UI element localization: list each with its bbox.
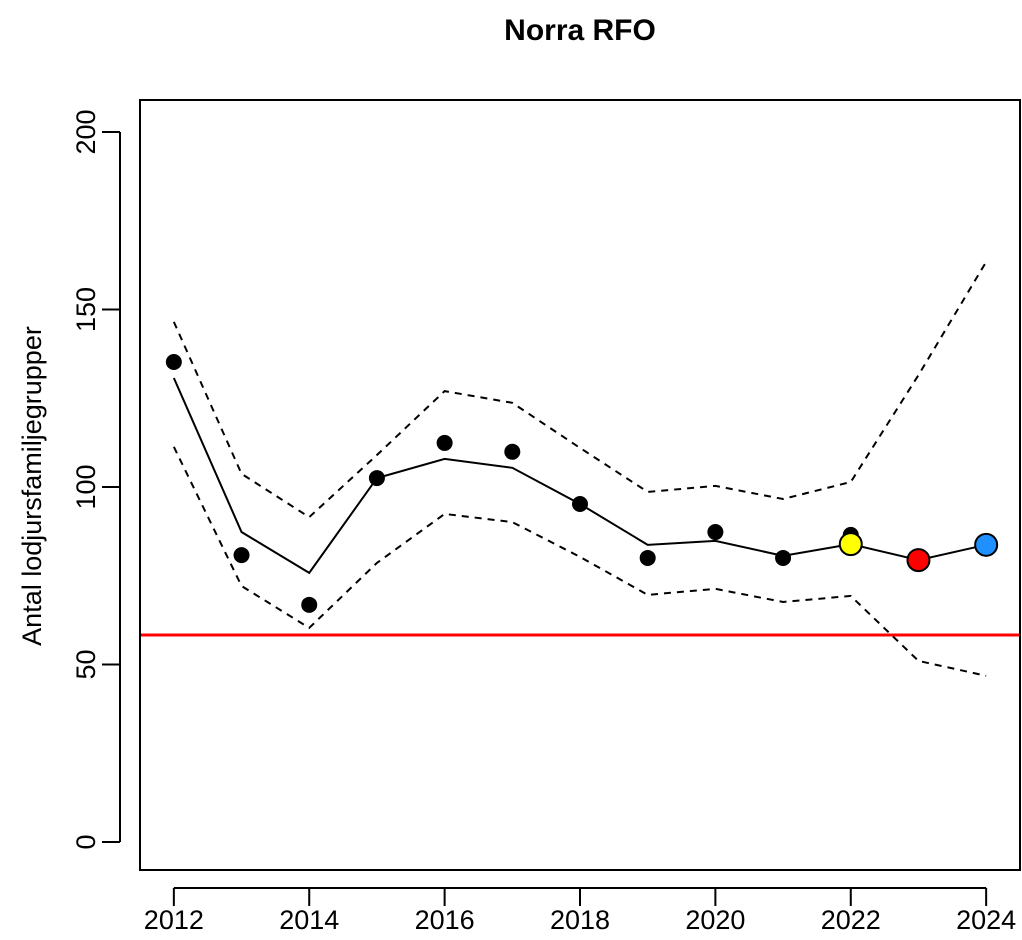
x-tick-label: 2014 — [279, 905, 339, 935]
observed-point — [436, 434, 453, 451]
interval-line — [172, 446, 987, 677]
chart-title: Norra RFO — [504, 14, 656, 47]
plot-box — [139, 99, 1021, 871]
y-tick-label: 0 — [71, 834, 101, 849]
y-tick-label: 100 — [71, 464, 101, 509]
interval-line — [172, 261, 988, 519]
y-tick-label: 200 — [71, 109, 101, 154]
x-tick-label: 2012 — [144, 905, 204, 935]
observed-point — [775, 549, 792, 566]
observed-point — [572, 495, 588, 512]
observed-point — [368, 470, 385, 487]
highlight-point — [974, 532, 999, 557]
x-tick-label: 2020 — [685, 905, 745, 935]
x-tick-label: 2016 — [415, 905, 475, 935]
x-tick-label: 2018 — [550, 905, 610, 935]
y-tick-label: 150 — [71, 287, 101, 332]
y-tick-label: 50 — [71, 649, 101, 679]
observed-point — [301, 596, 318, 613]
y-axis-label: Antal lodjursfamiljegrupper — [17, 326, 47, 646]
observed-point — [165, 353, 182, 370]
observed-point — [707, 524, 724, 541]
observed-point — [504, 443, 521, 460]
observed-point — [233, 547, 250, 564]
observed-point — [639, 549, 656, 566]
highlight-point — [838, 532, 863, 557]
highlight-point — [906, 548, 931, 573]
estimate-line — [172, 377, 987, 575]
x-tick-label: 2024 — [956, 905, 1016, 935]
x-tick-label: 2022 — [821, 905, 881, 935]
